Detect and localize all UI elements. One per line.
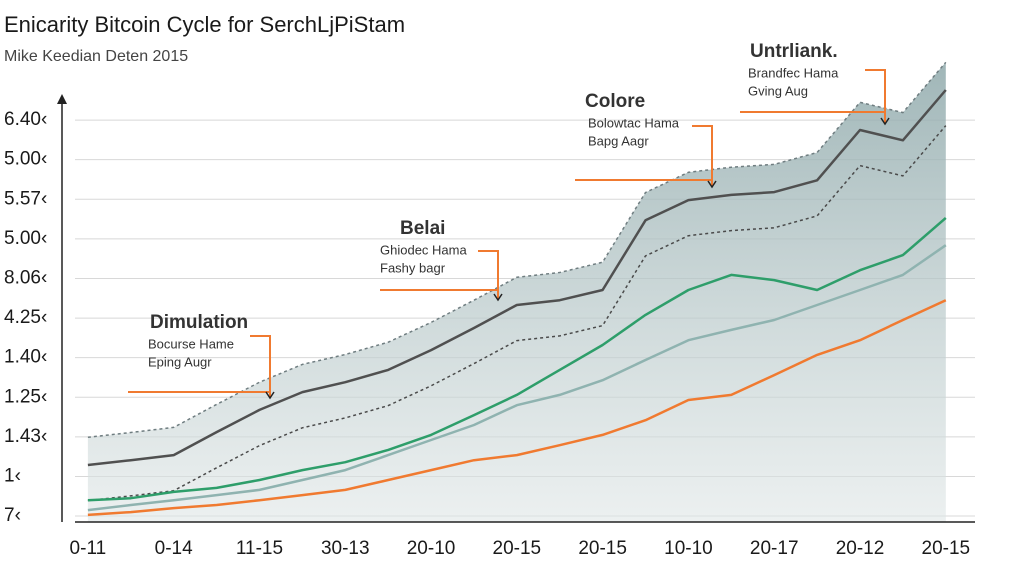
y-tick-label: 1.43‹ [4, 426, 47, 447]
annotation-title: Dimulation [150, 312, 248, 333]
chart-title: Enicarity Bitcoin Cycle for SerchLjPiSta… [4, 12, 405, 37]
series-line [87, 299, 947, 517]
annotation-text: Gving Aug [748, 83, 808, 98]
y-tick-label: 5.00‹ [4, 228, 47, 249]
series-line [87, 89, 947, 467]
y-tick-label: 1‹ [4, 465, 21, 486]
y-tick-label: 7‹ [4, 505, 21, 526]
x-tick-label: 11-15 [236, 538, 283, 559]
area [87, 62, 946, 523]
annotation-text: Brandfec Hama [748, 65, 839, 80]
annotation-text: Fashy bagr [380, 260, 446, 275]
x-tick-label: 10-10 [664, 538, 713, 559]
x-tick-label: 0-11 [70, 538, 107, 559]
annotation-text: Bocurse Hame [148, 336, 234, 351]
annotation: Dimulation Bocurse Hame Eping Augr [128, 312, 275, 400]
annotation-title: Colore [585, 91, 645, 112]
y-tick-label: 5.00‹ [4, 149, 47, 170]
y-tick-label: 1.25‹ [4, 386, 47, 407]
annotation-arrow [265, 391, 275, 400]
annotation-text: Eping Augr [148, 354, 212, 369]
annotation-title: Belai [400, 218, 445, 239]
annotation-connector [740, 69, 886, 124]
chart-subtitle: Mike Keedian Deten 2015 [4, 48, 188, 65]
series-line [87, 244, 947, 512]
y-tick-label: 8.06‹ [4, 267, 47, 288]
y-tick-label: 1.40‹ [4, 347, 47, 368]
x-tick-label: 20-12 [836, 538, 885, 559]
annotation-arrow [880, 117, 890, 126]
annotation-arrow [707, 180, 717, 189]
x-tick-label: 20-15 [922, 538, 971, 559]
annotation-text: Ghiodec Hama [380, 242, 467, 257]
annotation-title: Untrliank. [750, 41, 838, 62]
y-tick-label: 4.25‹ [4, 307, 47, 328]
annotation: Colore Bolowtac Hama Bapg Aagr [575, 91, 717, 189]
annotation: Untrliank. Brandfec Hama Gving Aug [740, 41, 890, 126]
x-tick-label: 20-15 [493, 538, 542, 559]
series-line [87, 125, 947, 502]
series-line [87, 61, 947, 439]
series-line [87, 216, 947, 502]
y-axis-arrow [57, 94, 67, 104]
annotation-connector [128, 335, 271, 398]
x-tick-label: 20-15 [578, 538, 627, 559]
annotation-arrow [493, 293, 503, 302]
x-tick-label: 0-14 [155, 538, 193, 559]
annotation: Belai Ghiodec Hama Fashy bagr [380, 218, 503, 302]
annotation-connector [575, 125, 713, 187]
y-tick-label: 5.57‹ [4, 188, 47, 209]
x-tick-label: 20-17 [750, 538, 799, 559]
annotation-text: Bapg Aagr [588, 133, 649, 148]
annotation-text: Bolowtac Hama [588, 115, 680, 130]
x-tick-label: 30-13 [321, 538, 370, 559]
y-tick-label: 6.40‹ [4, 109, 47, 130]
annotation-connector [380, 250, 499, 300]
x-tick-label: 20-10 [407, 538, 456, 559]
